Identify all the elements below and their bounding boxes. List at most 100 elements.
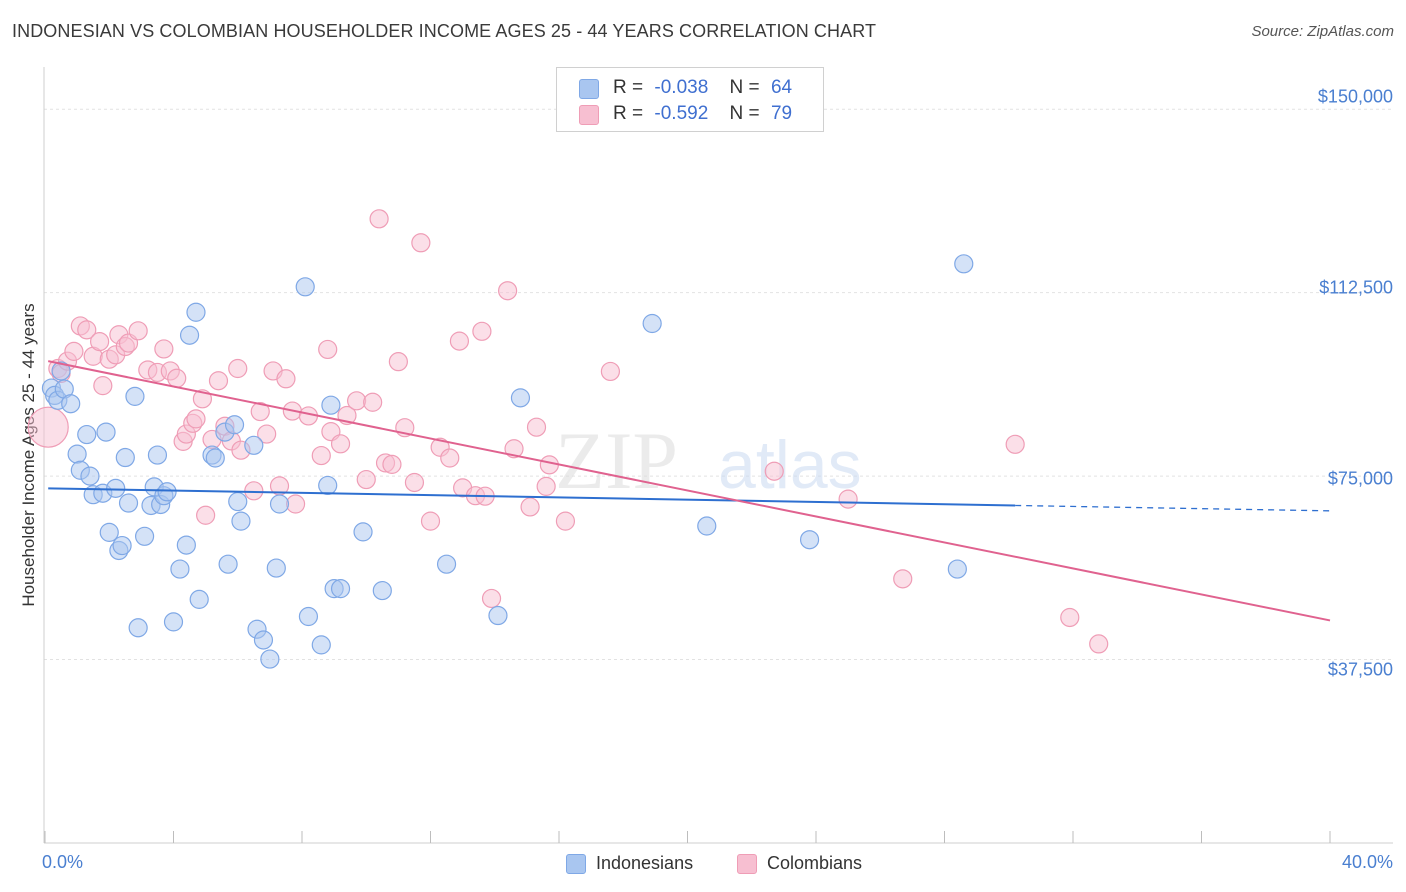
point-colombians [1089,634,1109,654]
point-indonesians [954,254,974,274]
point-indonesians [510,388,531,408]
point-colombians [539,455,559,475]
point-indonesians [147,445,168,465]
point-indonesians [77,424,97,445]
point-colombians [330,434,351,454]
point-colombians [64,341,84,361]
legend-n-label: N = [729,77,760,98]
point-indonesians [115,447,135,468]
legend-n-label: N = [729,103,760,124]
point-colombians [600,361,621,382]
source-label: Source: ZipAtlas.com [1251,23,1394,40]
point-indonesians [99,522,119,542]
point-colombians [77,320,97,340]
point-indonesians [205,448,225,468]
y-tick-label: $75,000 [1327,468,1393,489]
point-colombians [838,489,858,509]
point-colombians [449,331,470,351]
point-colombians [472,321,492,341]
point-colombians [318,339,338,360]
point-colombians [128,321,148,341]
point-indonesians [799,530,820,550]
legend-n-value: 79 [770,103,793,124]
point-indonesians [118,493,139,513]
point-colombians [526,417,547,437]
point-colombians [244,481,264,501]
point-colombians [369,209,389,229]
y-tick-label: $37,500 [1327,659,1393,680]
point-indonesians [112,535,132,556]
point-indonesians [61,394,81,414]
point-indonesians [642,313,662,334]
point-indonesians [228,491,248,512]
legend-swatch-colombians [579,105,599,125]
point-indonesians [372,580,392,601]
point-indonesians [189,589,209,609]
point-colombians [520,497,540,517]
point-indonesians [353,522,373,542]
point-indonesians [125,386,145,406]
point-colombians [167,368,187,388]
point-colombians [347,391,367,411]
point-indonesians [224,415,245,435]
correlation-legend: R = -0.038 N = 64 R = -0.592 N = 79 [556,67,824,132]
point-colombians [208,371,229,391]
y-tick-label: $150,000 [1317,86,1393,107]
point-indonesians [298,606,319,627]
point-colombians [154,339,174,359]
point-indonesians [80,466,100,486]
point-indonesians [128,618,148,638]
point-indonesians [269,494,290,514]
point-colombians [764,461,784,481]
point-colombians [363,392,383,412]
point-colombians [90,331,110,352]
point-colombians [186,409,206,429]
point-indonesians [157,482,177,502]
point-indonesians [330,579,351,599]
watermark-zip: ZIP [555,415,678,506]
y-tick-label: $112,500 [1319,277,1393,298]
legend-swatch-indonesians [566,854,586,874]
legend-n-value: 64 [770,77,793,98]
point-indonesians [134,526,155,546]
point-indonesians [170,559,190,579]
point-colombians [192,389,213,409]
point-indonesians [266,558,286,578]
point-colombians [498,281,518,301]
point-colombians [893,569,913,589]
point-colombians [228,358,248,379]
point-colombians [356,469,376,490]
point-colombians [536,476,556,496]
point-indonesians [163,612,184,632]
point-indonesians [186,302,206,322]
point-colombians [196,505,216,525]
point-indonesians [96,422,116,442]
legend-r-value: -0.038 [654,77,709,98]
legend-r-value: -0.592 [654,103,709,124]
point-indonesians [231,511,251,531]
point-indonesians [51,361,71,381]
point-colombians [250,401,270,422]
point-indonesians [218,554,238,574]
point-colombians [1060,607,1080,628]
point-indonesians [318,475,338,496]
x-tick-label-max: 40.0% [1341,852,1393,872]
point-colombians [481,588,502,609]
point-colombians [311,445,331,466]
point-indonesians [321,395,341,415]
point-indonesians [436,554,457,574]
legend-swatch-colombians [737,854,757,874]
point-colombians [420,511,441,531]
point-colombians [504,439,524,459]
trendline-indonesians [48,487,1016,507]
point-indonesians [488,605,508,626]
watermark-atlas: atlas [718,427,862,503]
legend-r-label: R = [613,77,644,98]
trendline-indonesians-extension [1015,504,1331,512]
point-indonesians [260,649,280,669]
point-indonesians [244,435,264,455]
point-indonesians [311,635,331,655]
point-colombians [1005,434,1025,454]
legend-swatch-indonesians [579,79,599,99]
